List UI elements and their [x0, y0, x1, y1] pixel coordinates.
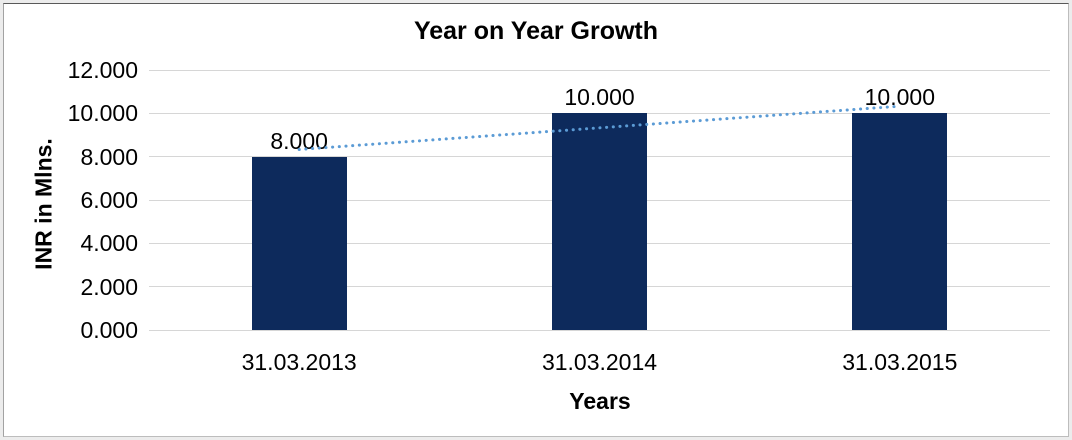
bar-data-label: 10.000 — [564, 84, 635, 111]
y-tick-label: 2.000 — [80, 273, 138, 300]
y-tick-label: 10.000 — [67, 100, 138, 127]
y-tick-label: 0.000 — [80, 317, 138, 343]
x-category-label: 31.03.2013 — [241, 349, 357, 375]
plot-area: 8.000 10.000 10.000 — [149, 69, 1050, 331]
bar-31.03.2015 — [852, 113, 948, 330]
y-tick-label: 4.000 — [80, 230, 138, 257]
bar-data-label: 10.000 — [864, 84, 935, 111]
bar-31.03.2014 — [552, 113, 647, 330]
y-tick-label: 8.000 — [80, 143, 138, 170]
bar-data-label: 8.000 — [270, 127, 328, 154]
x-category-label: 31.03.2014 — [541, 349, 658, 375]
bar-31.03.2013 — [251, 156, 347, 330]
x-axis-title: Years — [569, 388, 631, 414]
y-tick-label: 12.000 — [67, 57, 138, 83]
y-tick-label: 6.000 — [80, 187, 138, 213]
chart-title: Year on Year Growth — [413, 17, 659, 45]
x-category-label: 31.03.2015 — [842, 349, 958, 375]
gridline — [149, 329, 1050, 331]
gridline — [149, 69, 1050, 71]
